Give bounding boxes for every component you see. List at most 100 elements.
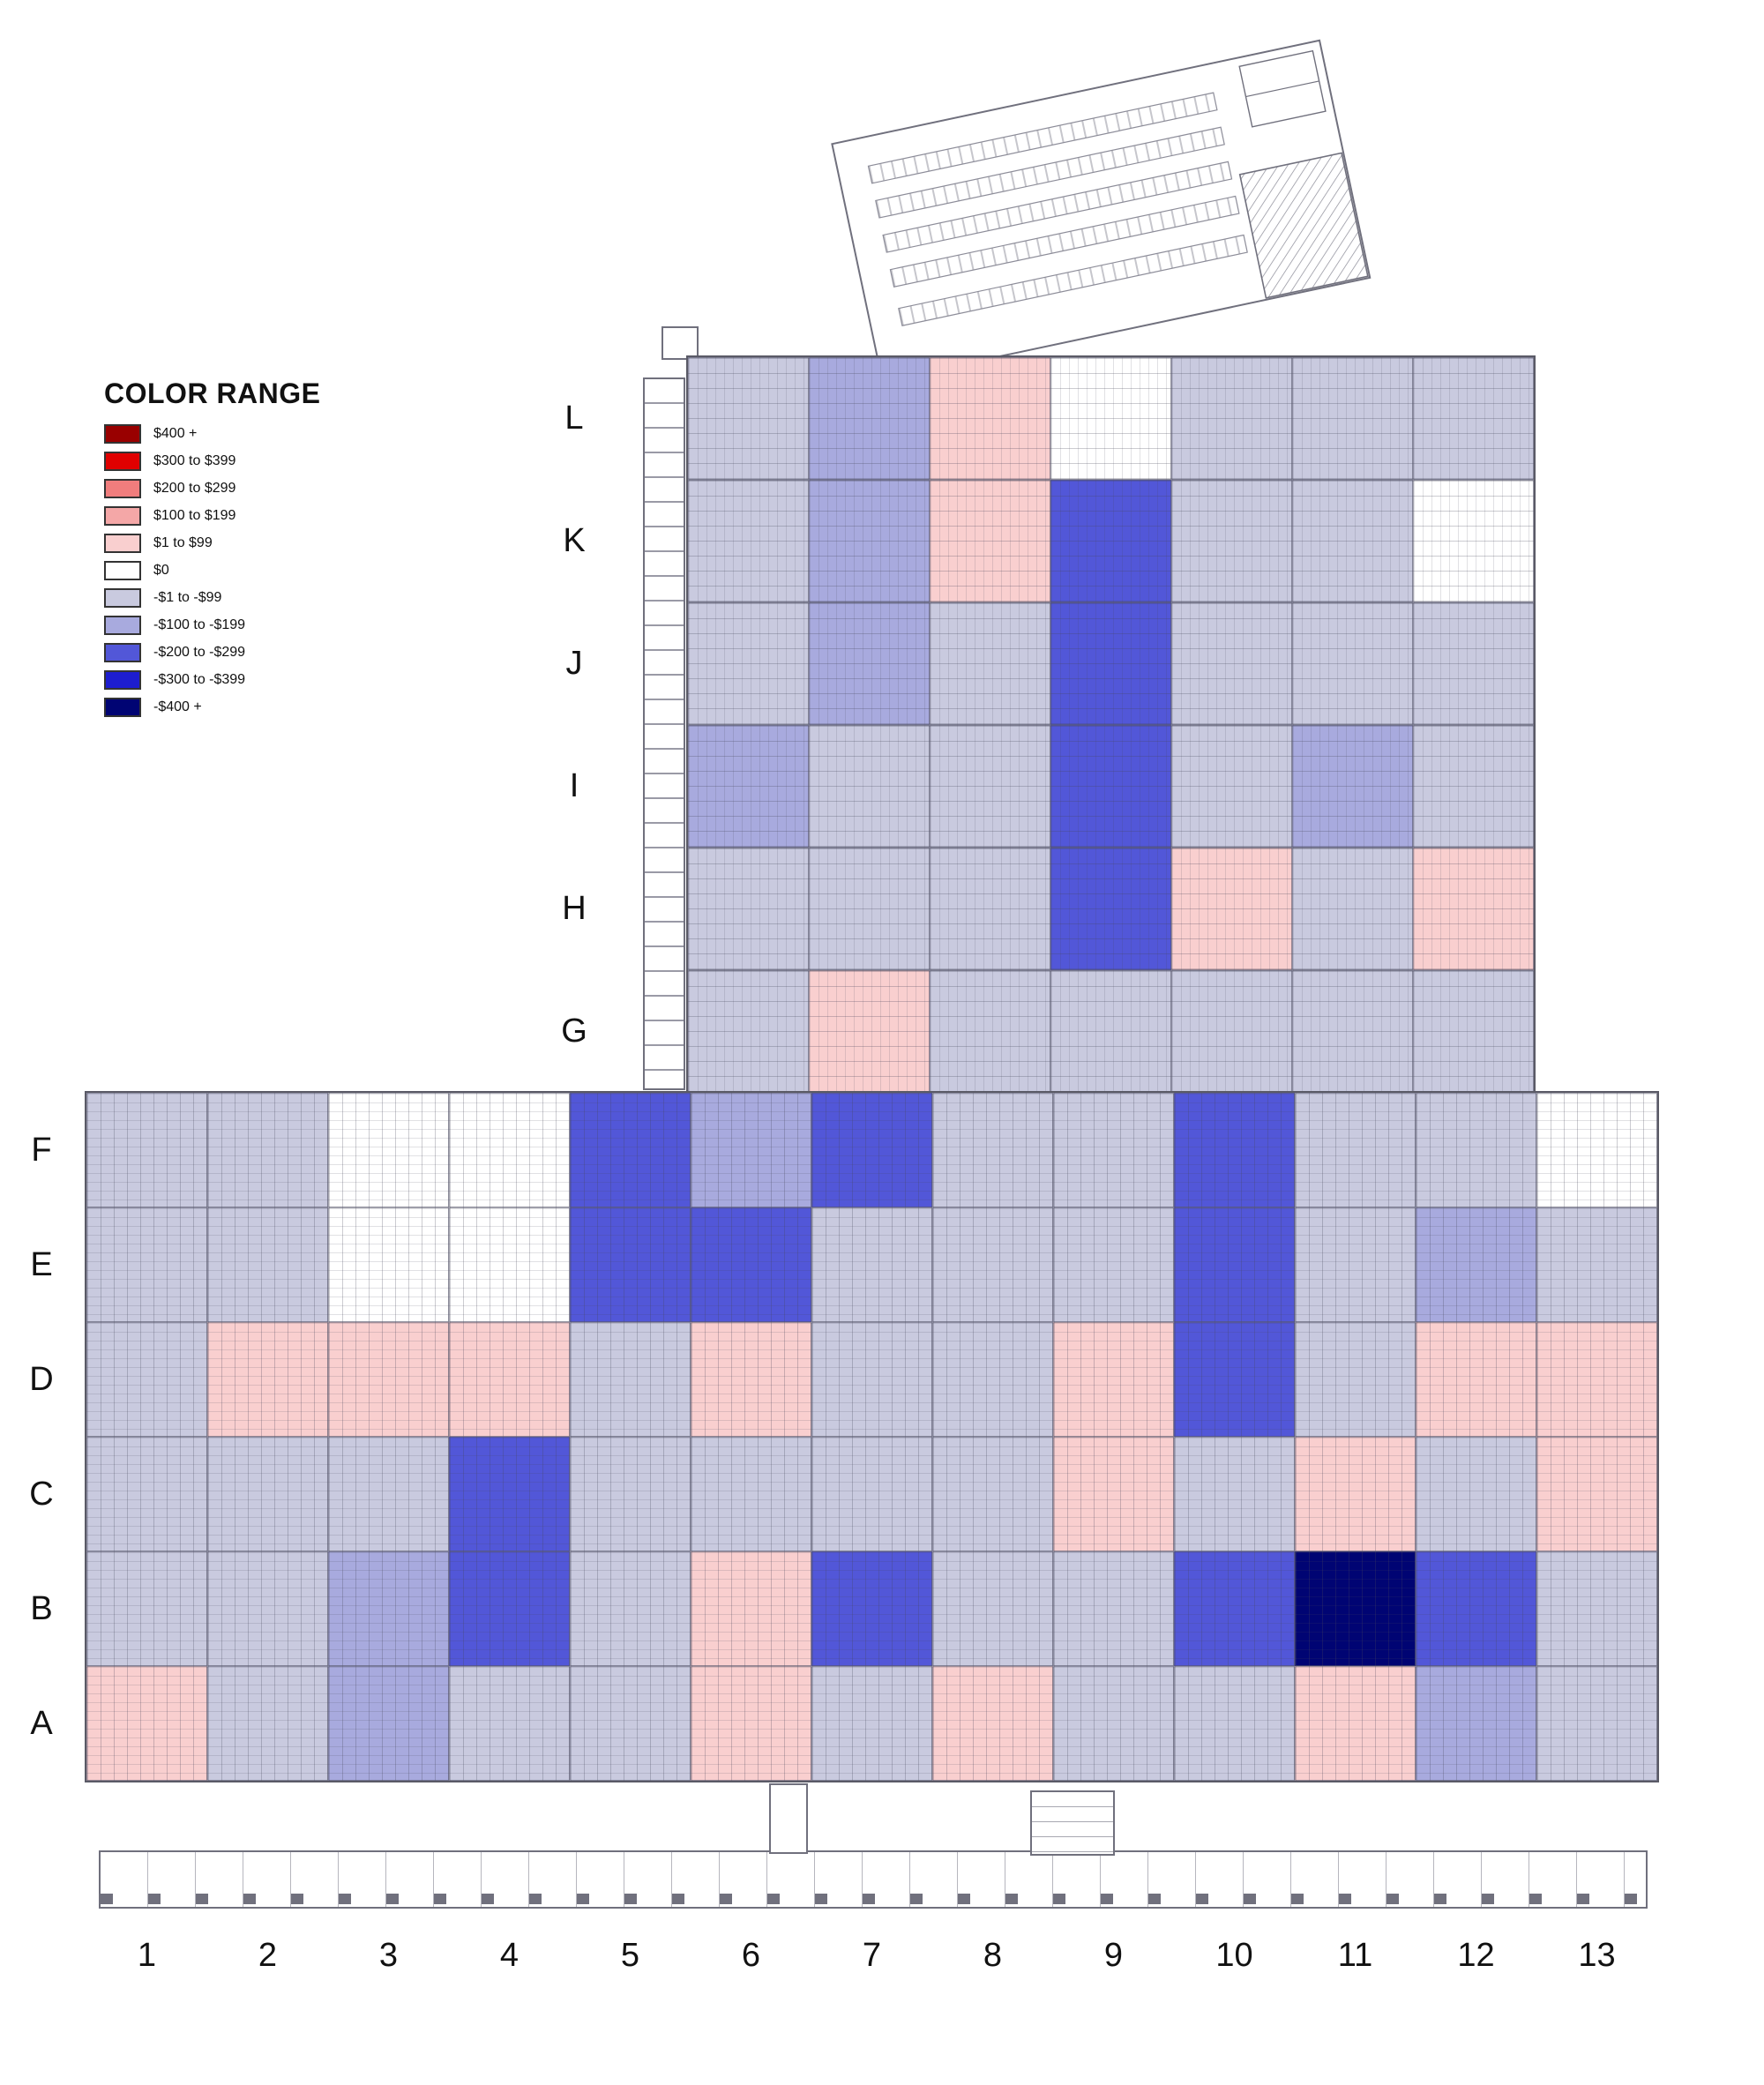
heatmap-cell-C6 — [691, 1437, 811, 1551]
heatmap-cell-I9 — [1050, 725, 1171, 848]
column-label-13: 13 — [1578, 1937, 1616, 1974]
heatmap-cell-B7 — [811, 1551, 932, 1666]
heatmap-cell-B9 — [1053, 1551, 1174, 1666]
legend-item-n3: -$200 to -$299 — [104, 643, 321, 662]
column-label-7: 7 — [862, 1937, 882, 1974]
legend-item-p2: $100 to $199 — [104, 506, 321, 526]
column-label-2: 2 — [258, 1937, 278, 1974]
heatmap-cell-A10 — [1174, 1666, 1295, 1781]
heatmap-cell-C1 — [86, 1437, 207, 1551]
column-label-8: 8 — [983, 1937, 1003, 1974]
heatmap-cell-E3 — [328, 1207, 449, 1322]
heatmap-cell-J11 — [1292, 602, 1413, 725]
heatmap-cell-E8 — [932, 1207, 1053, 1322]
heatmap-cell-F3 — [328, 1093, 449, 1207]
heatmap-cell-D2 — [207, 1322, 328, 1437]
column-label-3: 3 — [378, 1937, 399, 1974]
row-label-G: G — [561, 1013, 587, 1050]
heatmap-cell-A5 — [570, 1666, 691, 1781]
legend-item-p4: $300 to $399 — [104, 452, 321, 471]
legend-item-n4: -$300 to -$399 — [104, 670, 321, 690]
heatmap-cell-B6 — [691, 1551, 811, 1666]
heatmap-cell-C11 — [1295, 1437, 1416, 1551]
column-label-5: 5 — [620, 1937, 640, 1974]
row-label-D: D — [29, 1360, 54, 1398]
row-label-C: C — [29, 1475, 54, 1513]
heatmap-cell-E2 — [207, 1207, 328, 1322]
heatmap-cell-I6 — [688, 725, 809, 848]
heatmap-cell-I10 — [1171, 725, 1292, 848]
heatmap-cell-I11 — [1292, 725, 1413, 848]
heatmap-cell-I8 — [930, 725, 1050, 848]
heatmap-cell-F6 — [691, 1093, 811, 1207]
heatmap-cell-E13 — [1536, 1207, 1657, 1322]
heatmap-cell-B13 — [1536, 1551, 1657, 1666]
legend-item-z: $0 — [104, 561, 321, 580]
legend-item-n1: -$1 to -$99 — [104, 588, 321, 608]
west-corridor-dock-strip — [643, 377, 685, 1090]
heatmap-cell-G9 — [1050, 970, 1171, 1093]
row-label-J: J — [565, 645, 583, 682]
heatmap-cell-D6 — [691, 1322, 811, 1437]
legend-swatch-p4 — [104, 452, 141, 471]
heatmap-cell-L9 — [1050, 357, 1171, 480]
heatmap-cell-F5 — [570, 1093, 691, 1207]
heatmap-cell-H9 — [1050, 848, 1171, 970]
heatmap-cell-A8 — [932, 1666, 1053, 1781]
heatmap-cell-I12 — [1413, 725, 1534, 848]
heatmap-cell-D8 — [932, 1322, 1053, 1437]
heatmap-cell-E7 — [811, 1207, 932, 1322]
heatmap-cell-C9 — [1053, 1437, 1174, 1551]
legend-swatch-p1 — [104, 534, 141, 553]
heatmap-cell-J7 — [809, 602, 930, 725]
heatmap-cell-H11 — [1292, 848, 1413, 970]
legend-title: COLOR RANGE — [104, 377, 321, 409]
heatmap-cell-E5 — [570, 1207, 691, 1322]
heatmap-cell-E4 — [449, 1207, 570, 1322]
heatmap-cell-D1 — [86, 1322, 207, 1437]
heatmap-cell-J9 — [1050, 602, 1171, 725]
detached-building-hatched-area — [1238, 152, 1369, 299]
heatmap-cell-C2 — [207, 1437, 328, 1551]
heatmap-cell-F7 — [811, 1093, 932, 1207]
heatmap-cell-E9 — [1053, 1207, 1174, 1322]
heatmap-cell-J12 — [1413, 602, 1534, 725]
heatmap-cell-A2 — [207, 1666, 328, 1781]
heatmap-cell-F2 — [207, 1093, 328, 1207]
heatmap-cell-D5 — [570, 1322, 691, 1437]
north-entry-stub — [662, 326, 699, 360]
heatmap-cell-A12 — [1416, 1666, 1536, 1781]
heatmap-cell-C12 — [1416, 1437, 1536, 1551]
row-label-K: K — [563, 522, 586, 559]
heatmap-cell-D12 — [1416, 1322, 1536, 1437]
legend-label-n2: -$100 to -$199 — [153, 617, 246, 632]
legend-label-n4: -$300 to -$399 — [153, 672, 246, 687]
heatmap-cell-B1 — [86, 1551, 207, 1666]
legend-swatch-p5 — [104, 424, 141, 444]
heatmap-cell-C5 — [570, 1437, 691, 1551]
legend-swatch-p2 — [104, 506, 141, 526]
heatmap-cell-H8 — [930, 848, 1050, 970]
heatmap-cell-F8 — [932, 1093, 1053, 1207]
heatmap-cell-B4 — [449, 1551, 570, 1666]
upper-row-labels: L K J I H G — [543, 357, 605, 1093]
heatmap-cell-K7 — [809, 480, 930, 602]
row-label-L: L — [564, 400, 584, 437]
heatmap-cell-A13 — [1536, 1666, 1657, 1781]
column-label-9: 9 — [1103, 1937, 1124, 1974]
heatmap-cell-K6 — [688, 480, 809, 602]
dock-doors — [101, 1894, 1646, 1904]
heatmap-cell-F13 — [1536, 1093, 1657, 1207]
legend-item-p1: $1 to $99 — [104, 534, 321, 553]
legend-swatch-n2 — [104, 616, 141, 635]
heatmap-cell-J6 — [688, 602, 809, 725]
heatmap-cell-J8 — [930, 602, 1050, 725]
heatmap-cell-K11 — [1292, 480, 1413, 602]
heatmap-cell-L6 — [688, 357, 809, 480]
heatmap-cell-H7 — [809, 848, 930, 970]
heatmap-cell-A6 — [691, 1666, 811, 1781]
heatmap-cell-L7 — [809, 357, 930, 480]
legend-label-p3: $200 to $299 — [153, 481, 236, 496]
heatmap-cell-F12 — [1416, 1093, 1536, 1207]
legend-label-p4: $300 to $399 — [153, 453, 236, 468]
